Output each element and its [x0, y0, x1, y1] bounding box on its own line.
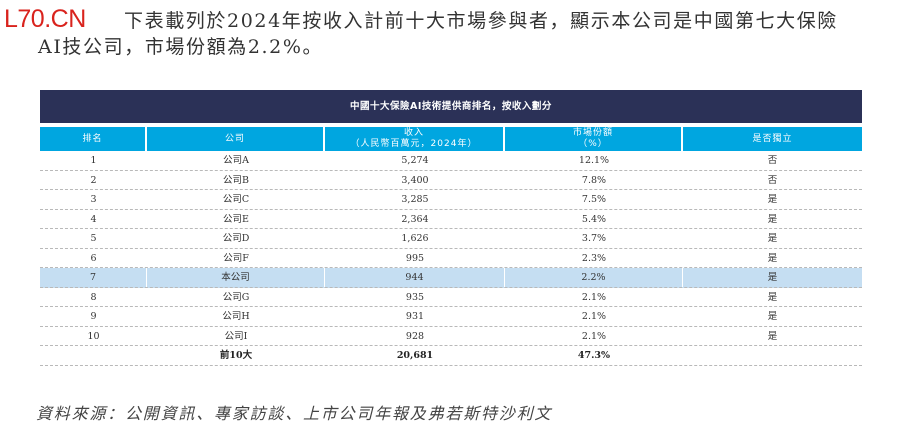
header-revenue: 收入 （人民幣百萬元，2024年）	[325, 127, 505, 151]
cell-rank	[40, 346, 147, 365]
cell-independent: 否	[767, 174, 778, 186]
cell-independent: 是	[767, 291, 778, 303]
cell-share: 7.8%	[581, 174, 607, 186]
cell-rank: 3	[90, 194, 97, 205]
cell-revenue: 3,400	[401, 174, 429, 186]
cell-company: 公司D	[222, 233, 250, 244]
cell-company: 公司I	[224, 330, 248, 342]
header-sublabel: （%）	[578, 139, 608, 149]
cell-rank: 9	[90, 311, 97, 322]
intro-line-2: AI技公司，市場份額為2.2%。	[38, 36, 324, 58]
cell-share: 7.5%	[581, 194, 607, 205]
cell-share: 2.1%	[581, 291, 607, 303]
header-label: 公司	[224, 133, 245, 144]
cell-company: 公司B	[223, 174, 249, 186]
cell-rank: 2	[90, 174, 97, 186]
table-row: 6 公司F 995 2.3% 是	[40, 249, 862, 268]
cell-rank: 10	[87, 330, 100, 342]
table-row: 2 公司B 3,400 7.8% 否	[40, 171, 862, 190]
cell-share: 12.1%	[578, 155, 610, 166]
header-label: 是否獨立	[752, 133, 793, 144]
cell-company: 公司H	[222, 311, 250, 322]
cell-independent: 是	[767, 330, 778, 342]
cell-share: 5.4%	[581, 213, 607, 225]
cell-revenue: 995	[405, 252, 425, 264]
cell-company: 公司C	[222, 194, 250, 205]
cell-share: 2.2%	[505, 268, 683, 287]
cell-rank: 1	[90, 155, 97, 166]
table-body: 1 公司A 5,274 12.1% 否 2 公司B 3,400 7.8% 否 3 公司C 3,285 7.…	[40, 151, 862, 366]
cell-independent	[683, 346, 862, 365]
cell-revenue: 928	[405, 330, 425, 342]
header-rank: 排名	[40, 127, 147, 151]
cell-rank: 4	[90, 213, 97, 225]
cell-independent: 否	[767, 155, 778, 166]
cell-revenue: 20,681	[396, 350, 434, 361]
cell-revenue: 3,285	[401, 194, 429, 205]
intro-line-1: 下表載列於2024年按收入計前十大市場參與者，顯示本公司是中國第七大保險	[124, 10, 838, 32]
table-row: 10 公司I 928 2.1% 是	[40, 327, 862, 346]
ranking-table: 中國十大保險AI技術提供商排名，按收入劃分 排名 公司 收入 （人民幣百萬元，2…	[40, 90, 862, 366]
cell-company: 公司E	[223, 213, 249, 225]
cell-company: 公司G	[222, 291, 250, 303]
cell-rank: 8	[90, 291, 97, 303]
cell-independent: 是	[767, 311, 778, 322]
table-header-row: 排名 公司 收入 （人民幣百萬元，2024年） 市場份額 （%） 是否獨立	[40, 127, 862, 151]
cell-share: 3.7%	[581, 233, 607, 244]
cell-independent: 是	[767, 213, 778, 225]
table-row-total: 前10大 20,681 47.3%	[40, 346, 862, 366]
table-row: 9 公司H 931 2.1% 是	[40, 307, 862, 327]
cell-revenue: 935	[405, 291, 425, 303]
table-row: 8 公司G 935 2.1% 是	[40, 288, 862, 307]
cell-revenue: 1,626	[401, 233, 429, 244]
cell-revenue: 931	[405, 311, 425, 322]
table-row-highlighted: 7 本公司 944 2.2% 是	[40, 268, 862, 288]
table-row: 5 公司D 1,626 3.7% 是	[40, 229, 862, 249]
cell-share: 2.1%	[581, 311, 607, 322]
table-row: 3 公司C 3,285 7.5% 是	[40, 190, 862, 210]
cell-share: 47.3%	[577, 350, 611, 361]
cell-company: 前10大	[219, 350, 253, 361]
cell-independent: 是	[767, 272, 778, 283]
cell-rank: 5	[90, 233, 97, 244]
cell-share: 2.1%	[581, 330, 607, 342]
cell-independent: 是	[767, 194, 778, 205]
cell-independent: 是	[767, 233, 778, 244]
header-label: 市場份額	[572, 128, 613, 138]
cell-independent: 是	[767, 252, 778, 264]
header-label: 收入	[403, 128, 424, 138]
watermark: L70.CN	[4, 5, 86, 33]
cell-revenue: 2,364	[401, 213, 429, 225]
cell-company: 公司F	[223, 252, 249, 264]
cell-revenue: 5,274	[401, 155, 429, 166]
header-company: 公司	[147, 127, 325, 151]
cell-revenue: 944	[325, 268, 505, 287]
header-label: 排名	[82, 133, 103, 144]
cell-rank: 7	[40, 268, 147, 287]
cell-share: 2.3%	[581, 252, 607, 264]
header-independent: 是否獨立	[683, 127, 862, 151]
cell-rank: 6	[90, 252, 97, 264]
header-sublabel: （人民幣百萬元，2024年）	[350, 139, 478, 149]
source-note: 資料來源：公開資訊、專家訪談、上市公司年報及弗若斯特沙利文	[36, 404, 553, 423]
cell-company: 公司A	[223, 155, 249, 166]
table-row: 4 公司E 2,364 5.4% 是	[40, 210, 862, 229]
cell-company: 本公司	[147, 268, 325, 287]
table-row: 1 公司A 5,274 12.1% 否	[40, 151, 862, 171]
header-market-share: 市場份額 （%）	[505, 127, 683, 151]
table-title: 中國十大保險AI技術提供商排名，按收入劃分	[40, 90, 862, 123]
